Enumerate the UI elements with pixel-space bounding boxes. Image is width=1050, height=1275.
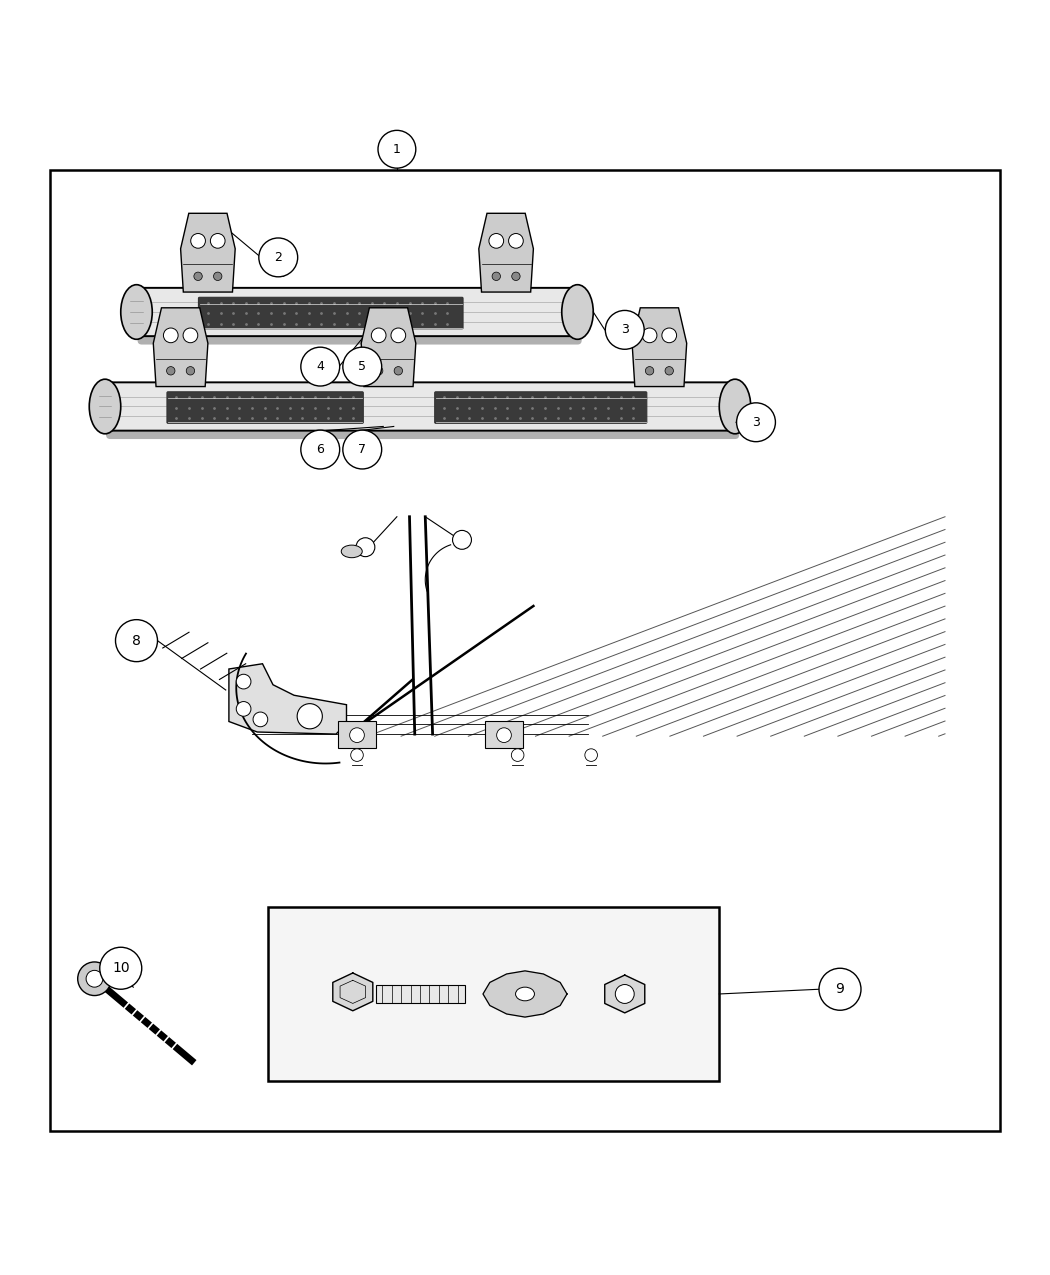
Circle shape xyxy=(78,961,111,996)
Circle shape xyxy=(391,328,405,343)
Circle shape xyxy=(497,728,511,742)
Circle shape xyxy=(356,538,375,557)
Circle shape xyxy=(508,233,523,249)
Polygon shape xyxy=(181,213,235,292)
Circle shape xyxy=(662,328,676,343)
Circle shape xyxy=(167,367,175,375)
Ellipse shape xyxy=(516,987,534,1001)
Ellipse shape xyxy=(121,284,152,339)
FancyBboxPatch shape xyxy=(101,382,739,431)
Circle shape xyxy=(643,328,657,343)
Circle shape xyxy=(511,272,520,280)
Ellipse shape xyxy=(89,379,121,434)
Circle shape xyxy=(213,272,222,280)
Circle shape xyxy=(236,674,251,688)
Text: 3: 3 xyxy=(621,324,629,337)
Text: 8: 8 xyxy=(132,634,141,648)
Circle shape xyxy=(646,367,654,375)
Text: 5: 5 xyxy=(358,360,366,374)
Circle shape xyxy=(236,701,251,717)
Polygon shape xyxy=(632,307,687,386)
Circle shape xyxy=(100,947,142,989)
Circle shape xyxy=(191,233,206,249)
Text: 3: 3 xyxy=(752,416,760,428)
Text: 9: 9 xyxy=(836,982,844,996)
Polygon shape xyxy=(605,975,645,1012)
FancyBboxPatch shape xyxy=(435,391,647,423)
Circle shape xyxy=(300,430,340,469)
FancyBboxPatch shape xyxy=(167,391,363,423)
Text: 7: 7 xyxy=(358,442,366,456)
Text: 10: 10 xyxy=(112,961,129,975)
Text: 6: 6 xyxy=(316,442,324,456)
FancyBboxPatch shape xyxy=(132,288,582,337)
FancyBboxPatch shape xyxy=(106,382,739,439)
Circle shape xyxy=(372,328,386,343)
Circle shape xyxy=(665,367,673,375)
Circle shape xyxy=(116,620,158,662)
Bar xyxy=(376,984,465,1003)
Circle shape xyxy=(183,328,197,343)
Circle shape xyxy=(819,968,861,1010)
Bar xyxy=(338,722,376,747)
Circle shape xyxy=(186,367,194,375)
Text: 2: 2 xyxy=(274,251,282,264)
Polygon shape xyxy=(153,307,208,386)
Circle shape xyxy=(210,233,225,249)
Bar xyxy=(268,908,719,1081)
Text: 4: 4 xyxy=(316,360,324,374)
Circle shape xyxy=(511,748,524,761)
Circle shape xyxy=(378,130,416,168)
Text: 1: 1 xyxy=(393,143,401,156)
Polygon shape xyxy=(361,307,416,386)
Circle shape xyxy=(297,704,322,729)
Polygon shape xyxy=(333,973,373,1011)
FancyBboxPatch shape xyxy=(138,288,582,344)
Ellipse shape xyxy=(562,284,593,339)
Circle shape xyxy=(86,970,103,987)
Circle shape xyxy=(615,984,634,1003)
Circle shape xyxy=(194,272,203,280)
Circle shape xyxy=(300,347,340,386)
Ellipse shape xyxy=(719,379,751,434)
Circle shape xyxy=(258,238,298,277)
Bar xyxy=(485,722,523,747)
Polygon shape xyxy=(229,664,346,734)
Circle shape xyxy=(350,728,364,742)
Circle shape xyxy=(342,347,382,386)
Polygon shape xyxy=(483,970,567,1017)
Circle shape xyxy=(737,403,775,441)
Ellipse shape xyxy=(341,546,362,557)
Circle shape xyxy=(453,530,471,550)
Polygon shape xyxy=(479,213,533,292)
Circle shape xyxy=(164,328,179,343)
Circle shape xyxy=(375,367,383,375)
FancyBboxPatch shape xyxy=(198,297,463,329)
Circle shape xyxy=(342,430,382,469)
Circle shape xyxy=(492,272,501,280)
Circle shape xyxy=(585,748,597,761)
Circle shape xyxy=(253,711,268,727)
Circle shape xyxy=(605,310,644,349)
Circle shape xyxy=(394,367,402,375)
Circle shape xyxy=(351,748,363,761)
Circle shape xyxy=(489,233,504,249)
